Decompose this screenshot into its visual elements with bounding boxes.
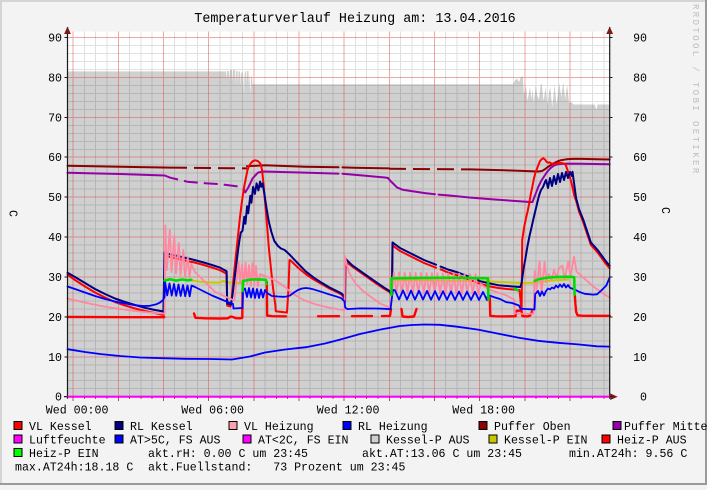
svg-text:30: 30 (48, 272, 62, 285)
svg-text:akt.AT:13.06 C um 23:45: akt.AT:13.06 C um 23:45 (362, 448, 522, 461)
svg-text:Kessel-P EIN: Kessel-P EIN (504, 435, 588, 448)
svg-text:Kessel-P AUS: Kessel-P AUS (386, 435, 470, 448)
svg-text:AT<2C, FS EIN: AT<2C, FS EIN (258, 435, 348, 448)
svg-text:Wed 06:00: Wed 06:00 (181, 405, 244, 418)
svg-text:0: 0 (55, 392, 62, 405)
svg-text:20: 20 (633, 312, 647, 325)
svg-text:20: 20 (48, 312, 62, 325)
svg-text:Wed 18:00: Wed 18:00 (452, 405, 515, 418)
svg-text:Puffer Mitte: Puffer Mitte (624, 421, 707, 434)
svg-text:Temperaturverlauf Heizung am:: Temperaturverlauf Heizung am: 13.04.2016 (194, 12, 515, 27)
svg-text:60: 60 (633, 152, 647, 165)
svg-text:RRDTOOL / TOBI OETIKER: RRDTOOL / TOBI OETIKER (690, 4, 700, 176)
svg-text:akt.Fuellstand: 73 Prozent u: akt.Fuellstand: 73 Prozent um 23:45 (148, 462, 405, 475)
svg-text:VL Kessel: VL Kessel (29, 421, 92, 434)
svg-text:80: 80 (633, 72, 647, 85)
svg-text:10: 10 (48, 352, 62, 365)
svg-text:Wed 12:00: Wed 12:00 (317, 405, 380, 418)
svg-text:Wed 00:00: Wed 00:00 (46, 405, 109, 418)
svg-text:30: 30 (633, 272, 647, 285)
svg-text:AT>5C, FS AUS: AT>5C, FS AUS (130, 435, 220, 448)
svg-text:Luftfeuchte: Luftfeuchte (29, 435, 106, 448)
svg-text:10: 10 (633, 352, 647, 365)
svg-text:Puffer Oben: Puffer Oben (494, 421, 571, 434)
svg-text:VL Heizung: VL Heizung (244, 421, 314, 434)
svg-text:50: 50 (633, 192, 647, 205)
svg-text:min.AT24h: 9.56 C: min.AT24h: 9.56 C (569, 448, 687, 461)
svg-text:akt.rH: 0.00 C um 23:45: akt.rH: 0.00 C um 23:45 (148, 448, 308, 461)
svg-text:0: 0 (640, 392, 647, 405)
svg-text:50: 50 (48, 192, 62, 205)
svg-text:70: 70 (48, 112, 62, 125)
svg-text:90: 90 (633, 33, 647, 46)
svg-text:Heiz-P EIN: Heiz-P EIN (29, 448, 99, 461)
svg-text:RL Heizung: RL Heizung (358, 421, 428, 434)
svg-text:max.AT24h:18.18 C: max.AT24h:18.18 C (15, 462, 133, 475)
svg-text:RL Kessel: RL Kessel (130, 421, 193, 434)
svg-text:Heiz-P AUS: Heiz-P AUS (617, 435, 687, 448)
svg-text:60: 60 (48, 152, 62, 165)
svg-text:90: 90 (48, 33, 62, 46)
svg-text:70: 70 (633, 112, 647, 125)
svg-text:40: 40 (48, 232, 62, 245)
svg-text:40: 40 (633, 232, 647, 245)
svg-text:80: 80 (48, 72, 62, 85)
svg-text:C: C (6, 210, 19, 217)
svg-text:C: C (658, 207, 671, 214)
